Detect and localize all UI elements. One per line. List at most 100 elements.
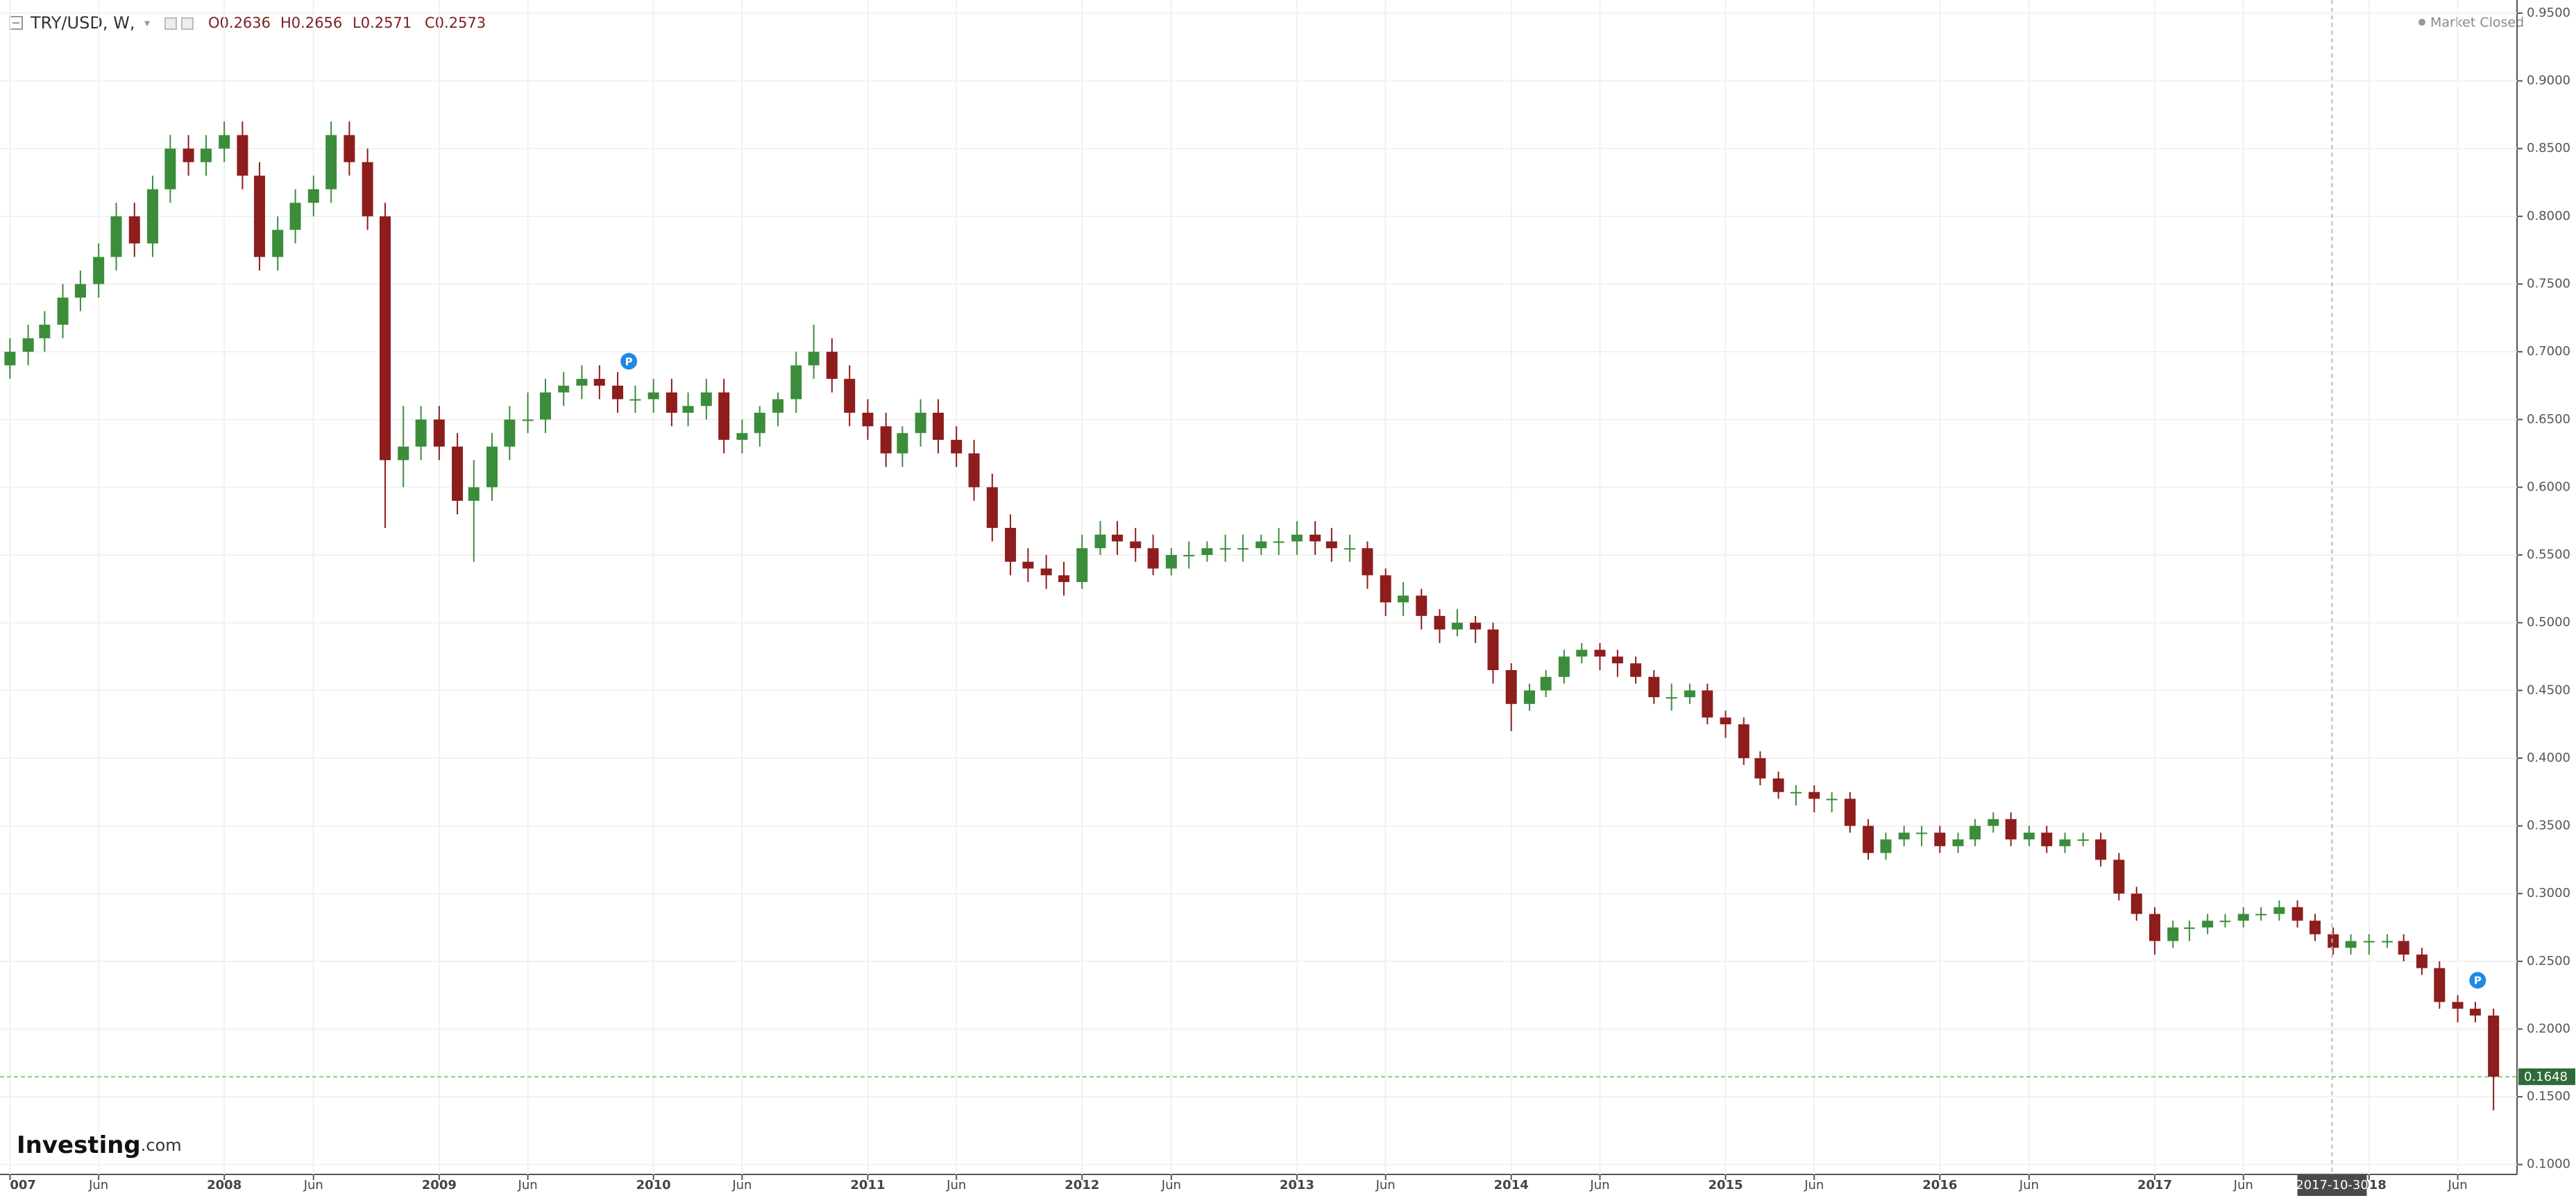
candle-body bbox=[2202, 921, 2214, 928]
candle-body bbox=[1040, 568, 1052, 576]
candle-body bbox=[754, 412, 765, 434]
candle-body bbox=[1183, 555, 1195, 557]
settings-icon[interactable] bbox=[164, 17, 177, 30]
candle-body bbox=[2023, 832, 2035, 840]
candle-body bbox=[1147, 548, 1159, 569]
candle-body bbox=[700, 392, 712, 407]
event-label: P bbox=[2474, 975, 2482, 987]
candle-body bbox=[1969, 825, 1981, 840]
event-label: P bbox=[625, 355, 633, 368]
candle-body bbox=[2059, 839, 2071, 846]
candle-body bbox=[2077, 839, 2089, 841]
logo: Investing.com bbox=[17, 1131, 182, 1159]
x-tick-label: 2014 bbox=[1494, 1178, 1529, 1192]
x-tick-label: Jun bbox=[518, 1178, 538, 1192]
candle-body bbox=[844, 379, 856, 413]
dropdown-arrow[interactable]: ▾ bbox=[144, 17, 150, 30]
candle-body bbox=[2469, 1009, 2481, 1016]
crosshair-label: 2017-10-30 bbox=[2296, 1178, 2369, 1192]
candle-body bbox=[1594, 649, 1606, 657]
x-tick-label: Jun bbox=[1375, 1178, 1396, 1192]
x-tick-label: 2009 bbox=[422, 1178, 457, 1192]
candle-body bbox=[1325, 541, 1337, 549]
candle-body bbox=[1362, 548, 1373, 576]
candle-body bbox=[1130, 541, 1142, 549]
candle-body bbox=[380, 216, 391, 461]
candle-body bbox=[915, 412, 926, 434]
candle-body bbox=[2237, 914, 2249, 921]
candle-body bbox=[1523, 690, 1535, 704]
candle-body bbox=[2434, 968, 2446, 1002]
y-tick-label: 0.7000 bbox=[2527, 344, 2570, 359]
candle-body bbox=[2345, 941, 2357, 948]
candle-body bbox=[576, 379, 588, 386]
candle-body bbox=[629, 399, 641, 401]
candle-body bbox=[1219, 548, 1231, 550]
candle-body bbox=[2452, 1002, 2464, 1009]
x-tick-label: 2017 bbox=[2137, 1178, 2172, 1192]
candle-body bbox=[146, 189, 158, 243]
candle-body bbox=[1826, 798, 1838, 801]
candle-body bbox=[1790, 791, 1802, 794]
candle-body bbox=[272, 230, 284, 257]
candle-body bbox=[1076, 548, 1088, 583]
x-tick-label: 2012 bbox=[1065, 1178, 1099, 1192]
last-price-box bbox=[2518, 1068, 2575, 1086]
candle-body bbox=[1738, 724, 1749, 758]
candle-body bbox=[1576, 649, 1588, 657]
candle-body bbox=[1058, 575, 1070, 583]
candle-body bbox=[2291, 907, 2303, 921]
y-tick-label: 0.2500 bbox=[2527, 954, 2570, 968]
candle-body bbox=[1648, 676, 1660, 698]
x-tick-label: Jun bbox=[88, 1178, 108, 1192]
candle-body bbox=[2309, 921, 2321, 934]
x-tick-label: 2016 bbox=[1922, 1178, 1957, 1192]
candle-body bbox=[1094, 534, 1106, 549]
candle-body bbox=[415, 419, 427, 447]
y-tick-label: 0.8000 bbox=[2527, 209, 2570, 223]
candle-body bbox=[4, 352, 16, 366]
ohlc-label: O0.2636 bbox=[208, 15, 271, 31]
ohlc-label: C0.2573 bbox=[425, 15, 486, 31]
candle-body bbox=[2328, 934, 2339, 948]
candle-body bbox=[736, 433, 748, 440]
y-tick-label: 0.4500 bbox=[2527, 683, 2570, 697]
ohlc-label: H0.2656 bbox=[280, 15, 342, 31]
close-icon[interactable] bbox=[181, 17, 194, 30]
candle-body bbox=[951, 440, 963, 454]
candle-body bbox=[1416, 595, 1427, 616]
candle-body bbox=[74, 284, 86, 298]
market-status: Market Closed bbox=[2430, 15, 2524, 31]
candle-body bbox=[772, 399, 784, 413]
x-tick-label: 2011 bbox=[850, 1178, 885, 1192]
candle-body bbox=[666, 392, 677, 413]
candle-body bbox=[522, 419, 534, 421]
candle-body bbox=[612, 385, 624, 400]
candle-body bbox=[1165, 555, 1177, 569]
candle-body bbox=[344, 135, 355, 162]
candle-body bbox=[504, 419, 516, 447]
candle-body bbox=[862, 412, 874, 427]
candle-body bbox=[539, 392, 551, 420]
x-tick-label: 2013 bbox=[1280, 1178, 1314, 1192]
candle-body bbox=[1434, 615, 1446, 630]
candle-body bbox=[1344, 548, 1356, 550]
x-tick-label: 2015 bbox=[1708, 1178, 1743, 1192]
candle-body bbox=[826, 352, 838, 379]
x-tick-label: Jun bbox=[1161, 1178, 1181, 1192]
candle-body bbox=[1863, 825, 1874, 853]
candle-body bbox=[307, 189, 319, 203]
y-tick-label: 0.3000 bbox=[2527, 886, 2570, 900]
candle-body bbox=[2113, 859, 2125, 894]
candle-body bbox=[718, 392, 730, 440]
y-tick-label: 0.4000 bbox=[2527, 751, 2570, 765]
candle-body bbox=[1772, 778, 1784, 792]
candle-body bbox=[808, 352, 820, 366]
candle-body bbox=[1201, 548, 1213, 556]
y-tick-label: 0.8500 bbox=[2527, 141, 2570, 155]
candle-body bbox=[362, 162, 373, 216]
candle-body bbox=[968, 453, 980, 488]
crosshair-box bbox=[2297, 1175, 2367, 1196]
x-tick-label: 2010 bbox=[636, 1178, 671, 1192]
y-tick-label: 0.7500 bbox=[2527, 276, 2570, 291]
